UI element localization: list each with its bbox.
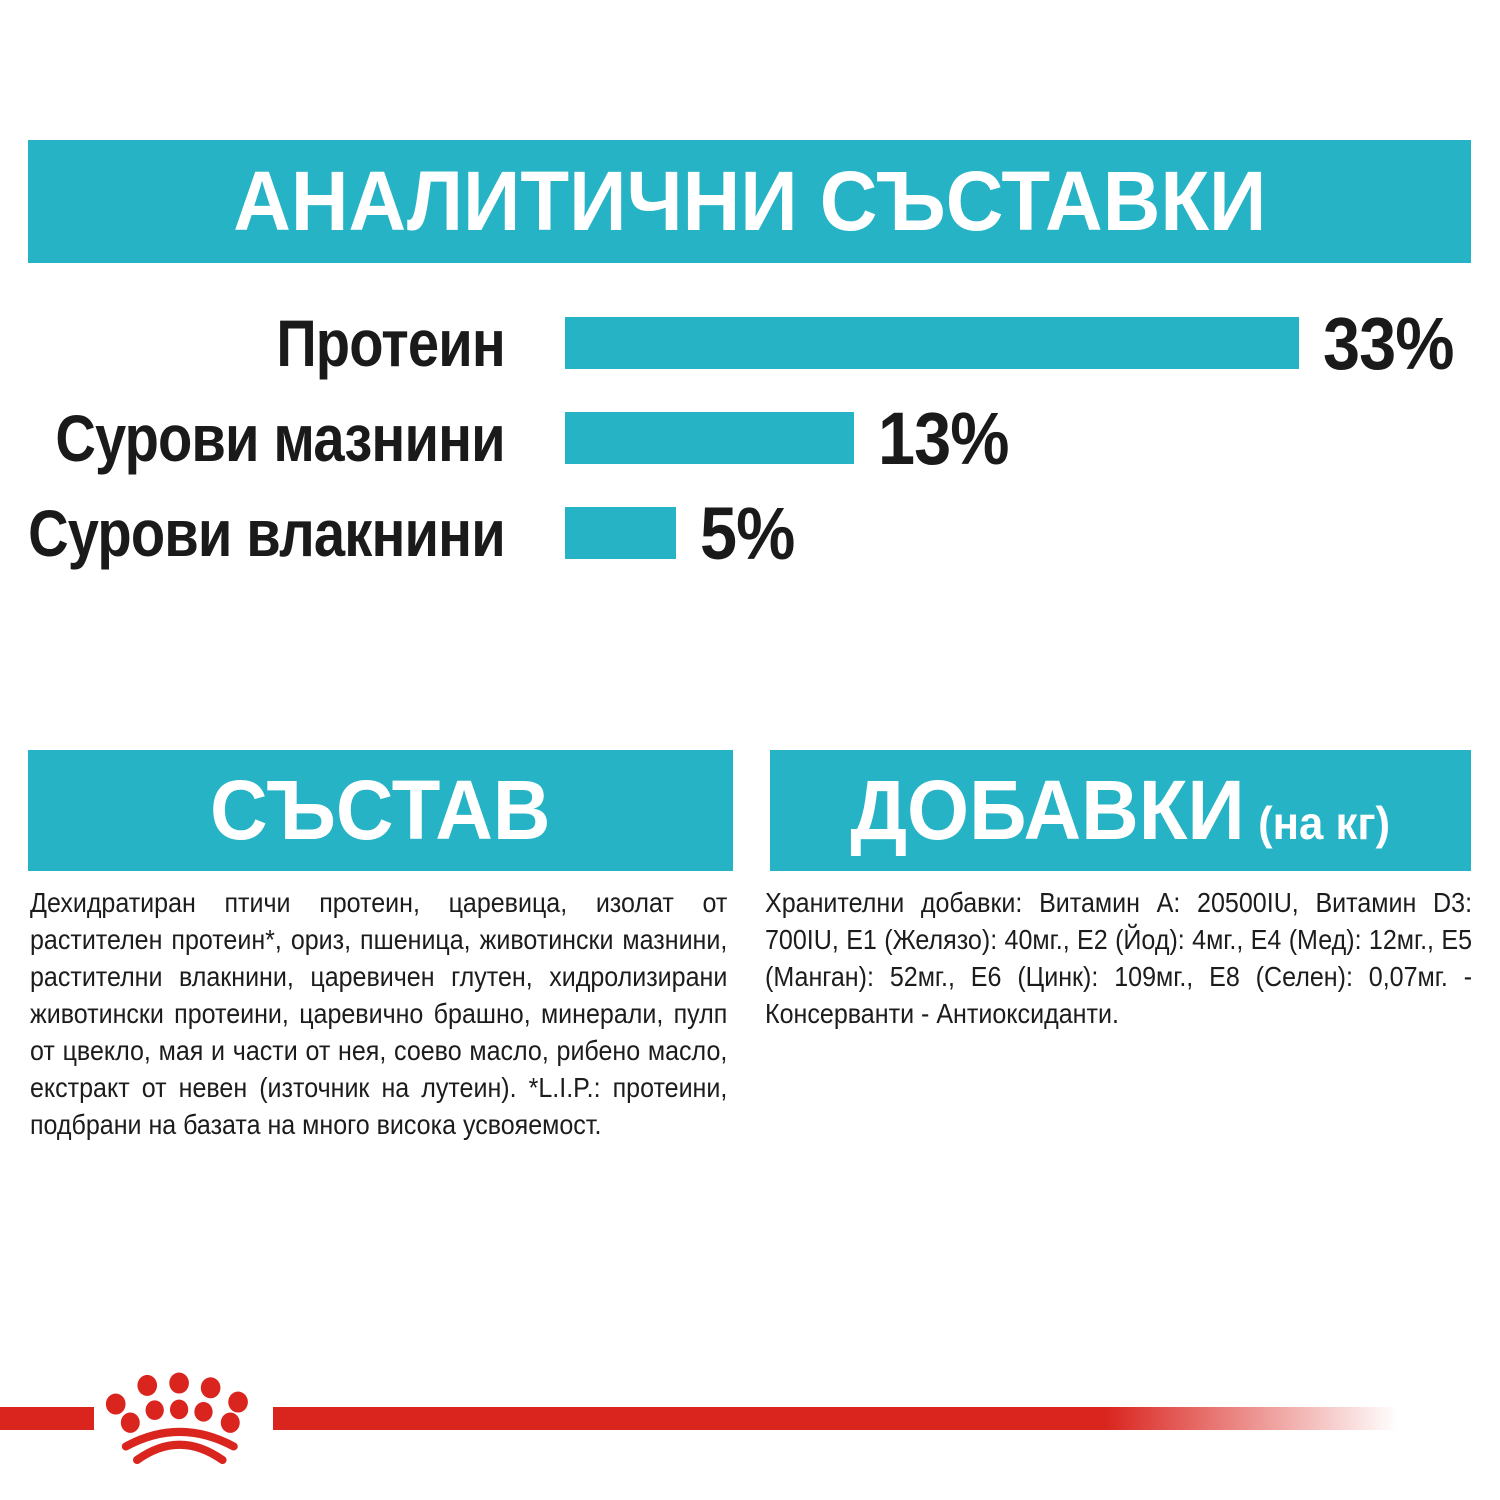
footer-rule-right [273, 1407, 1398, 1430]
additives-title: ДОБАВКИ (на кг) [851, 762, 1391, 859]
additives-title-suffix: (на кг) [1258, 797, 1391, 849]
analytical-constituents-title: АНАЛИТИЧНИ СЪСТАВКИ [232, 154, 1267, 248]
additives-text: Хранителни добавки: Витамин A: 20500IU, … [765, 887, 1473, 1029]
chart-category-label: Сурови влакнини [28, 496, 506, 570]
composition-banner: СЪСТАВ [28, 750, 733, 871]
additives-banner: ДОБАВКИ (на кг) [770, 750, 1471, 871]
chart-label-box: Сурови мазнини [30, 400, 565, 476]
chart-label-box: Сурови влакнини [28, 495, 565, 571]
footer-rule-left [0, 1407, 94, 1430]
chart-row: Сурови влакнини 5% [28, 492, 1468, 575]
chart-value-label: 33% [1323, 301, 1454, 385]
royal-canin-crown-icon [105, 1372, 248, 1465]
chart-row: Протеин 33% [30, 302, 1468, 385]
composition-title: СЪСТАВ [210, 763, 551, 857]
analytical-bar-chart: Протеин 33% Сурови мазнини 13% Сурови влакни… [28, 302, 1468, 602]
chart-value-label: 5% [700, 491, 795, 575]
additives-title-main: ДОБАВКИ [850, 763, 1246, 857]
chart-row: Сурови мазнини 13% [30, 397, 1468, 480]
chart-category-label: Сурови мазнини [55, 401, 506, 475]
chart-label-box: Протеин [30, 305, 565, 381]
analytical-constituents-banner: АНАЛИТИЧНИ СЪСТАВКИ [28, 140, 1471, 263]
chart-bar [565, 507, 676, 559]
chart-bar [565, 412, 854, 464]
chart-value-label: 13% [878, 396, 1009, 480]
chart-bar [565, 317, 1299, 369]
composition-text: Дехидратиран птичи протеин, царевица, из… [30, 887, 728, 1140]
chart-category-label: Протеин [276, 306, 505, 380]
